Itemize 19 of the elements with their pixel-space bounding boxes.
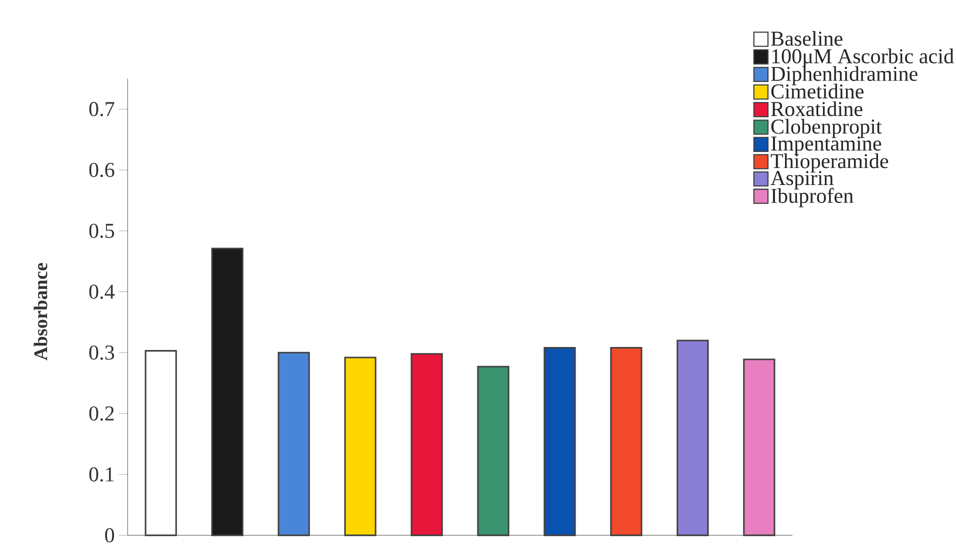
legend-label: Diphenhidramine	[771, 66, 918, 86]
y-tick-label: 0.3	[89, 345, 114, 360]
y-tick-label: 0.4	[89, 284, 115, 299]
y-tick-label: 0	[105, 528, 114, 542]
y-tick-label: 0.7	[89, 102, 114, 116]
y-tick-label: 0.1	[89, 467, 114, 482]
y-tick-label: 0.6	[89, 162, 114, 177]
legend-label: Cimetidine	[771, 84, 864, 98]
legend-label: Thioperamide	[770, 153, 888, 172]
legend-label: Baseline	[771, 30, 842, 46]
legend-label: Ibuprofen	[771, 188, 854, 208]
legend-label: Roxatidine	[771, 101, 862, 116]
legend-label: Aspirin	[770, 170, 834, 190]
legend-label: 100μM Ascorbic acid	[772, 48, 954, 68]
legend-label: Clobenpropit	[771, 118, 882, 138]
y-tick-label: 0.5	[89, 223, 114, 238]
legend-label: Impentamine	[771, 136, 882, 155]
y-tick-label: 0.2	[89, 406, 114, 420]
y-axis-title: Absorbance	[34, 262, 48, 360]
